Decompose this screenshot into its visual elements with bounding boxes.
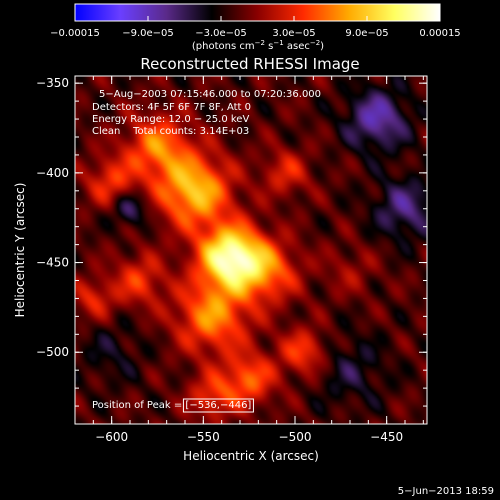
axis-ticks: −600 −550 −500 −450 −350 −400 −450 −500 [36,76,427,444]
colorbar-unit-label: (photons cm−2 s−1 asec−2) [192,39,324,52]
detectors-annotation: Detectors: 4F 5F 6F 7F 8F, Att 0 [92,102,251,113]
colorbar-tick-label: −0.00015 [50,28,100,39]
y-tick-label: −450 [36,256,69,270]
energy-annotation: Energy Range: 12.0 − 25.0 keV [92,114,249,125]
y-tick-label: −400 [36,166,69,180]
colorbar-tick-label: −9.0e−05 [122,28,174,39]
y-axis-label: Heliocentric Y (arcsec) [13,183,27,318]
peak-position-annotation: Position of Peak = [−536,−446] [92,400,251,411]
x-tick-label: −500 [279,430,312,444]
x-tick-label: −550 [187,430,220,444]
x-axis-label: Heliocentric X (arcsec) [183,449,319,463]
y-tick-label: −350 [36,76,69,90]
colorbar-tick-label: −3.0e−05 [195,28,247,39]
colorbar-tick-label: 9.0e−05 [345,28,388,39]
colorbar-ticks: −0.00015 −9.0e−05 −3.0e−05 3.0e−05 9.0e−05 0.… [50,16,461,39]
colorbar-tick-label: 0.00015 [419,28,460,39]
y-tick-label: −500 [36,345,69,359]
peak-value-box [182,398,254,413]
colorbar-tick-label: 3.0e−05 [272,28,315,39]
footer-date: 5−Jun−2013 18:59 [398,486,494,497]
plot-frame [74,75,428,425]
x-tick-label: −450 [370,430,403,444]
time-range-annotation: 5−Aug−2003 07:15:46.000 to 07:20:36.000 [99,89,321,100]
x-tick-label: −600 [95,430,128,444]
chart-title: Reconstructed RHESSI Image [140,55,359,73]
colorbar [74,3,441,22]
heatmap-image [75,76,427,424]
clean-counts-annotation: Clean Total counts: 3.14E+03 [92,126,249,137]
